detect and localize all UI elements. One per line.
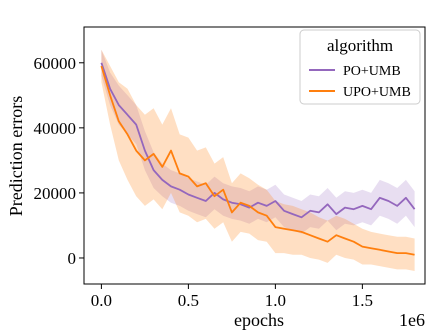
y-axis-label: Prediction errors bbox=[6, 96, 26, 216]
confidence-bands bbox=[101, 49, 415, 271]
y-tick-label: 0 bbox=[68, 249, 77, 268]
series-line-po-umb bbox=[100, 62, 416, 219]
legend-title: algorithm bbox=[327, 36, 393, 55]
band-upo-umb bbox=[101, 49, 415, 271]
series-line-upo-umb bbox=[100, 65, 415, 256]
x-axis-offset-label: 1e6 bbox=[399, 310, 425, 330]
legend: algorithm PO+UMB UPO+UMB bbox=[299, 29, 421, 105]
legend-box bbox=[299, 29, 421, 105]
series-lines bbox=[100, 62, 416, 256]
y-tick-label: 20000 bbox=[34, 184, 77, 203]
x-axis-label: epochs bbox=[234, 310, 284, 330]
plot-frame bbox=[83, 26, 426, 285]
x-tick-label: 0.0 bbox=[91, 291, 112, 310]
x-tick-label: 0.5 bbox=[178, 291, 199, 310]
x-tick-label: 1.0 bbox=[265, 291, 286, 310]
y-tick-label: 60000 bbox=[34, 54, 77, 73]
y-tick-label: 40000 bbox=[34, 119, 77, 138]
legend-label-po-umb: PO+UMB bbox=[343, 64, 401, 79]
band-po-umb bbox=[101, 49, 415, 234]
axis-ticks: 0.0 0.5 1.0 1.5 0 20000 40000 60000 bbox=[34, 54, 373, 310]
legend-label-upo-umb: UPO+UMB bbox=[343, 85, 411, 100]
x-tick-label: 1.5 bbox=[352, 291, 373, 310]
